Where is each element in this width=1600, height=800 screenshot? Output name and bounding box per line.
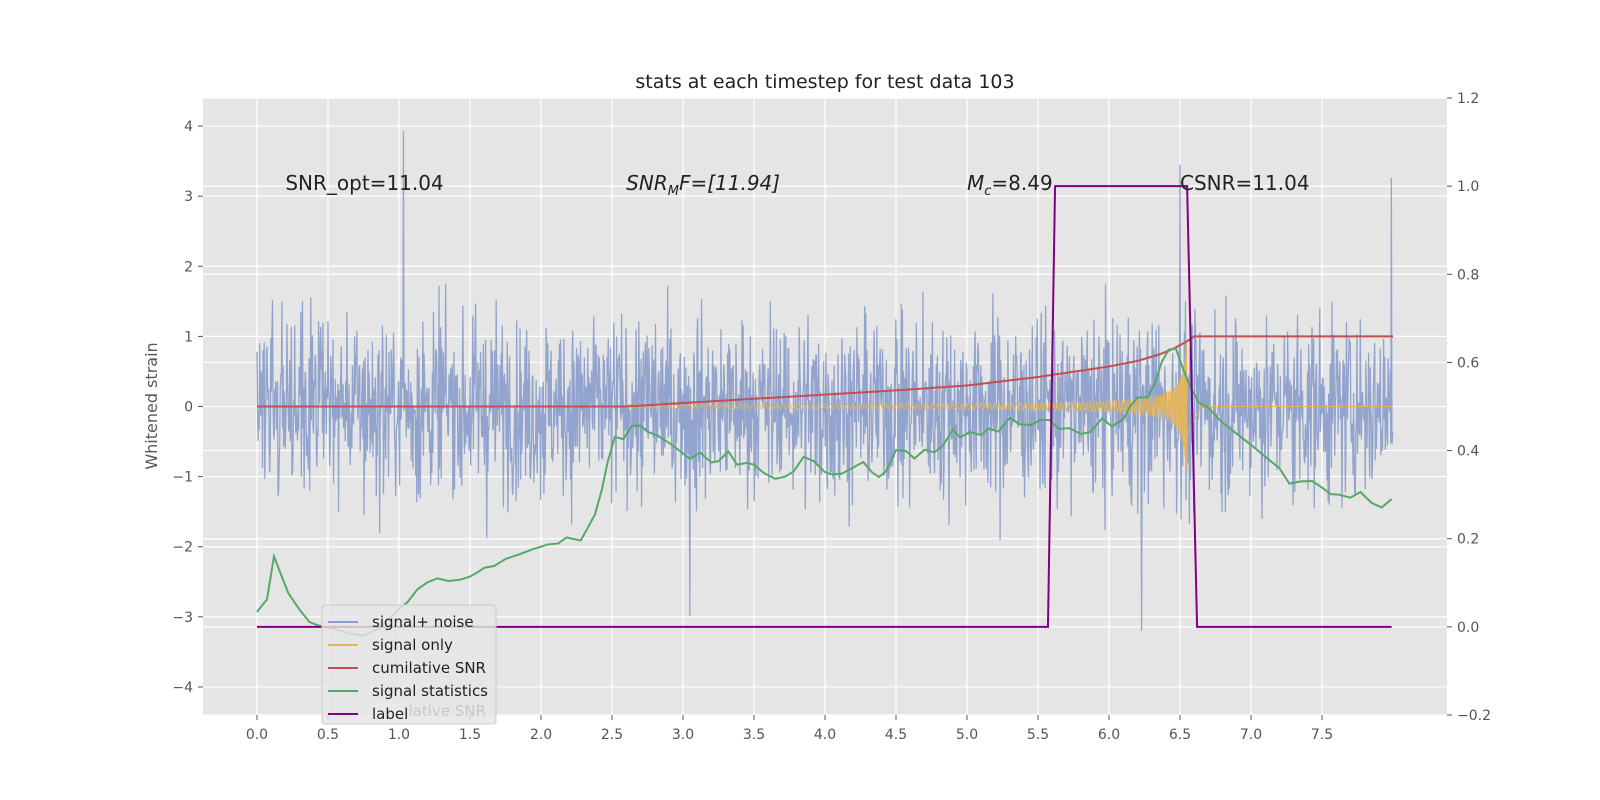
x-tick-label-15: 7.5 — [1311, 727, 1333, 743]
y-tick-label-left-4: 0 — [184, 400, 193, 416]
axes: 0.0 0.5 1.0 1.5 2.0 2.5 3.0 3.5 4.0 4.5 5.0 5.5 6.0 6… — [172, 91, 1491, 743]
legend-label-3: signal statistics — [372, 682, 488, 700]
x-tick-label-13: 6.5 — [1169, 727, 1191, 743]
chart-title: stats at each timestep for test data 103 — [635, 71, 1014, 93]
series-cumilative-snr-line — [256, 335, 1394, 408]
annotation-1: SNRMF=[11.94] — [626, 171, 780, 199]
legend-label-2: cumilative SNR — [372, 659, 486, 677]
x-tick-label-7: 3.5 — [743, 727, 765, 743]
series-signal-statistics-line — [256, 347, 1393, 637]
x-tick-label-11: 5.5 — [1027, 727, 1049, 743]
y-tick-label-left-7: −3 — [172, 610, 193, 626]
x-tick-label-8: 4.0 — [814, 727, 836, 743]
y-tick-label-right-1: 1.0 — [1457, 179, 1479, 195]
y-tick-label-left-1: 3 — [184, 189, 193, 205]
series-signal-noise-line — [256, 130, 1394, 631]
y-tick-label-right-7: −0.2 — [1457, 708, 1491, 724]
series-layer — [256, 130, 1394, 637]
x-tick-label-12: 6.0 — [1098, 727, 1120, 743]
x-tick-label-1: 0.5 — [317, 727, 339, 743]
x-tick-label-5: 2.5 — [601, 727, 623, 743]
y-tick-label-right-4: 0.4 — [1457, 444, 1479, 460]
x-tick-label-10: 5.0 — [956, 727, 978, 743]
y-tick-label-right-3: 0.6 — [1457, 355, 1479, 371]
legend-label-1: signal only — [372, 636, 453, 654]
y-axis-label: Whitened strain — [142, 342, 161, 469]
y-tick-label-left-5: −1 — [172, 470, 193, 486]
legend-label-0: signal+ noise — [372, 613, 474, 631]
y-tick-label-left-2: 2 — [184, 259, 193, 275]
y-tick-label-left-6: −2 — [172, 540, 193, 556]
legend-box — [321, 604, 497, 725]
y-tick-label-right-5: 0.2 — [1457, 532, 1479, 548]
legend-ghost-cover — [370, 701, 410, 721]
y-tick-label-right-0: 1.2 — [1457, 91, 1479, 107]
y-tick-label-left-0: 4 — [184, 119, 193, 135]
x-tick-label-14: 7.0 — [1240, 727, 1262, 743]
annotation-2: Mc=8.49 — [967, 171, 1053, 199]
legend-label-4: label — [372, 705, 408, 723]
x-tick-label-0: 0.0 — [246, 727, 268, 743]
y-tick-label-left-8: −4 — [172, 680, 193, 696]
x-tick-label-2: 1.0 — [388, 727, 410, 743]
x-tick-label-9: 4.5 — [885, 727, 907, 743]
series-signal-only-line — [625, 342, 1394, 470]
x-tick-label-4: 2.0 — [530, 727, 552, 743]
y-tick-label-left-3: 1 — [184, 329, 193, 345]
y-tick-label-right-6: 0.0 — [1457, 620, 1479, 636]
annotations: SNR_opt=11.04 SNRMF=[11.94] Mc=8.49 CSNR=11… — [285, 171, 1309, 199]
series-label-line — [256, 185, 1392, 628]
x-tick-label-3: 1.5 — [459, 727, 481, 743]
annotation-3: CSNR=11.04 — [1180, 171, 1310, 195]
y-tick-label-right-2: 0.8 — [1457, 267, 1479, 283]
x-tick-label-6: 3.0 — [672, 727, 694, 743]
annotation-0: SNR_opt=11.04 — [285, 171, 443, 195]
